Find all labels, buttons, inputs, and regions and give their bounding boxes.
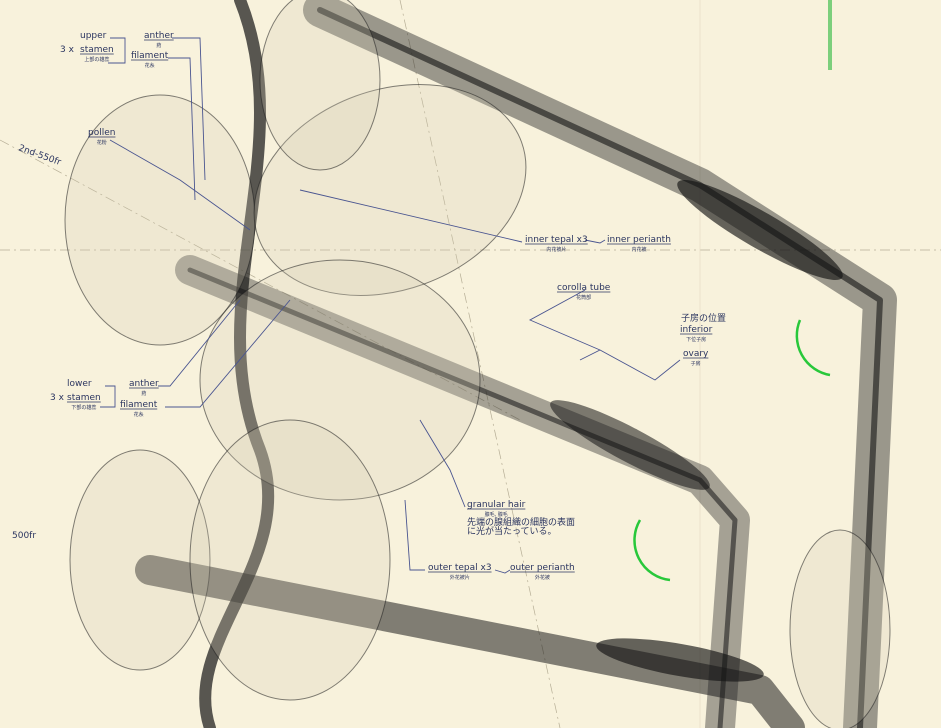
label: 先端の腺組織の細胞の表面: [467, 516, 575, 528]
label: inner perianth: [607, 235, 671, 245]
label: outer perianth: [510, 563, 575, 573]
label: に光が当たっている。: [467, 525, 557, 537]
label: ovary: [683, 349, 709, 359]
label: 子房の位置: [681, 312, 726, 324]
label-sub: 葯: [141, 390, 146, 397]
label-sub: 下部の雄蕊: [71, 404, 96, 411]
label-sub: 花糸: [145, 62, 155, 69]
label: upper: [80, 31, 107, 41]
label: granular hair: [467, 500, 526, 510]
label: 3 x: [60, 45, 75, 55]
label-sub: 上部の雄蕊: [84, 56, 109, 63]
label-sub: 花筒部: [576, 294, 591, 301]
wireframe-shapes: [64, 0, 891, 728]
label: 3 x: [50, 393, 65, 403]
label: pollen: [88, 128, 115, 138]
label-sub: 外花被: [535, 574, 550, 581]
label-sub: 内花被: [631, 246, 646, 253]
label-sub: 子房: [691, 360, 701, 367]
label-sub: 腺毛, 腺毛: [485, 511, 508, 518]
label-sub: 花粉: [97, 139, 107, 146]
label-sub: 下位子房: [686, 336, 706, 343]
label: lower: [67, 379, 92, 389]
label: inner tepal x3: [525, 235, 588, 245]
label-sub: 花糸: [134, 411, 144, 418]
label-sub: 内花被片: [546, 246, 566, 253]
label: anther: [129, 379, 159, 389]
label: anther: [144, 31, 174, 41]
label: inferior: [680, 325, 713, 335]
leader-lines: [100, 37, 681, 574]
label: corolla tube: [557, 283, 611, 293]
label: outer tepal x3: [428, 563, 492, 573]
frame-label: 500fr: [12, 531, 36, 541]
label: stamen: [67, 393, 101, 403]
green-marker: [828, 0, 832, 70]
label: filament: [120, 400, 158, 410]
label: filament: [131, 51, 169, 61]
angle-arcs: [633, 319, 831, 582]
label-sub: 葯: [156, 42, 161, 49]
label-sub: 外花被片: [450, 574, 470, 581]
label: stamen: [80, 45, 114, 55]
